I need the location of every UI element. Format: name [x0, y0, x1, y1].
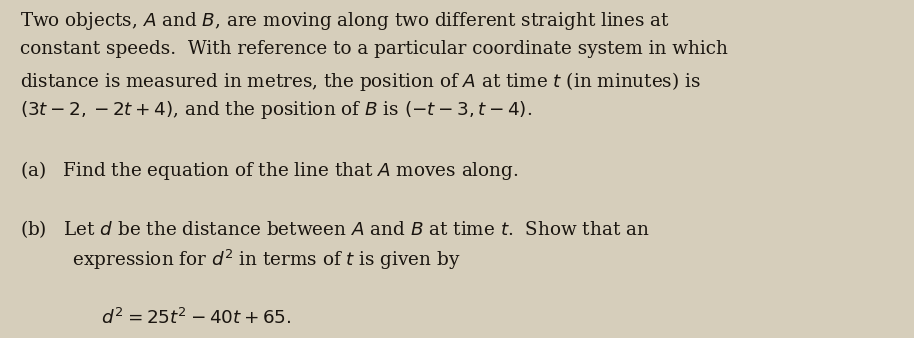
- Text: expression for $d^2$ in terms of $t$ is given by: expression for $d^2$ in terms of $t$ is …: [20, 248, 461, 272]
- Text: (a)   Find the equation of the line that $A$ moves along.: (a) Find the equation of the line that $…: [20, 159, 519, 182]
- Text: Two objects, $A$ and $B$, are moving along two different straight lines at: Two objects, $A$ and $B$, are moving alo…: [20, 10, 670, 32]
- Text: distance is measured in metres, the position of $A$ at time $t$ (in minutes) is: distance is measured in metres, the posi…: [20, 70, 701, 93]
- Text: $(3t - 2, -2t + 4)$, and the position of $B$ is $(-t - 3, t - 4)$.: $(3t - 2, -2t + 4)$, and the position of…: [20, 99, 532, 121]
- Text: (b)   Let $d$ be the distance between $A$ and $B$ at time $t$.  Show that an: (b) Let $d$ be the distance between $A$ …: [20, 218, 650, 240]
- Text: $d^2 = 25t^2 - 40t + 65.$: $d^2 = 25t^2 - 40t + 65.$: [20, 308, 292, 328]
- Text: constant speeds.  With reference to a particular coordinate system in which: constant speeds. With reference to a par…: [20, 40, 728, 58]
